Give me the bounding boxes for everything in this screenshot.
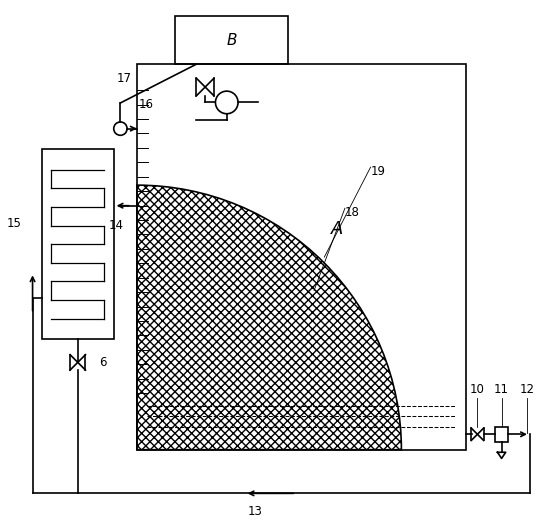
Text: 16: 16 bbox=[139, 98, 154, 111]
Text: B: B bbox=[227, 32, 237, 48]
Text: 11: 11 bbox=[494, 383, 509, 396]
Bar bbox=[42, 149, 114, 339]
Text: 19: 19 bbox=[371, 165, 386, 178]
Text: 18: 18 bbox=[345, 206, 360, 219]
Bar bbox=[137, 64, 466, 450]
Bar bbox=[496, 427, 508, 442]
Text: 12: 12 bbox=[520, 383, 535, 396]
Text: 6: 6 bbox=[100, 356, 107, 369]
Text: 13: 13 bbox=[248, 505, 262, 518]
Text: A: A bbox=[331, 220, 343, 238]
Text: 10: 10 bbox=[470, 383, 485, 396]
Bar bbox=[175, 16, 288, 64]
Text: 14: 14 bbox=[109, 219, 124, 232]
Text: 17: 17 bbox=[117, 72, 132, 85]
Text: 15: 15 bbox=[7, 217, 21, 230]
